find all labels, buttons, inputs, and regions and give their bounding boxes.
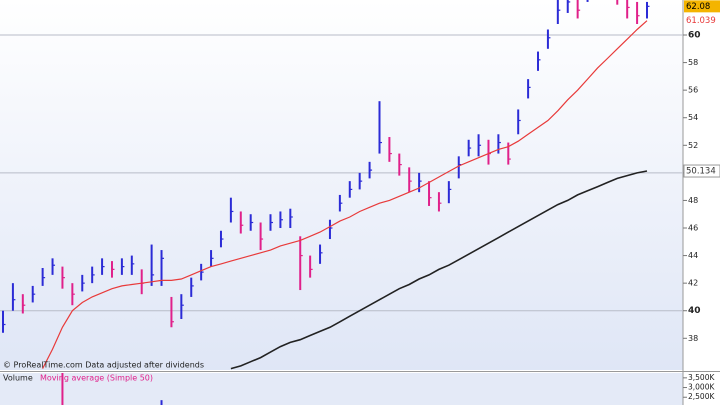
- volume-panel: [0, 373, 683, 405]
- ma-long-tag: 50.134: [686, 167, 716, 177]
- ma-short-tag: 61.039: [686, 16, 716, 26]
- volume-tick-label: 3,000K: [688, 383, 715, 392]
- y-tick-label: 46: [688, 224, 698, 233]
- y-tick-label: 40: [688, 306, 701, 316]
- y-tick-label: 56: [688, 86, 698, 95]
- moving-average: [230, 170, 648, 370]
- moving-average: [42, 20, 648, 369]
- price-panel: [0, 0, 683, 370]
- volume-title: Volume: [3, 374, 33, 383]
- volume-ma-label: Moving average (Simple 50): [40, 374, 153, 383]
- copyright-note: © ProRealTime.com Data adjusted after di…: [3, 361, 204, 370]
- last-close-tag: 62.08: [686, 2, 710, 12]
- y-tick-label: 54: [688, 113, 698, 122]
- y-tick-label: 52: [688, 141, 698, 150]
- y-tick-label: 42: [688, 279, 698, 288]
- ma-short-tag-box: [684, 14, 720, 27]
- last-close-tag-box: [684, 0, 720, 13]
- y-tick-label: 58: [688, 58, 698, 67]
- y-tick-label: 48: [688, 196, 698, 205]
- volume-tick-label: 3,500K: [688, 373, 715, 382]
- y-tick-label: 60: [688, 31, 701, 41]
- volume-tick-label: 2,500K: [688, 392, 715, 401]
- y-tick-label: 38: [688, 334, 698, 343]
- ma-long-tag-box: [683, 164, 720, 178]
- y-tick-label: 44: [688, 251, 698, 260]
